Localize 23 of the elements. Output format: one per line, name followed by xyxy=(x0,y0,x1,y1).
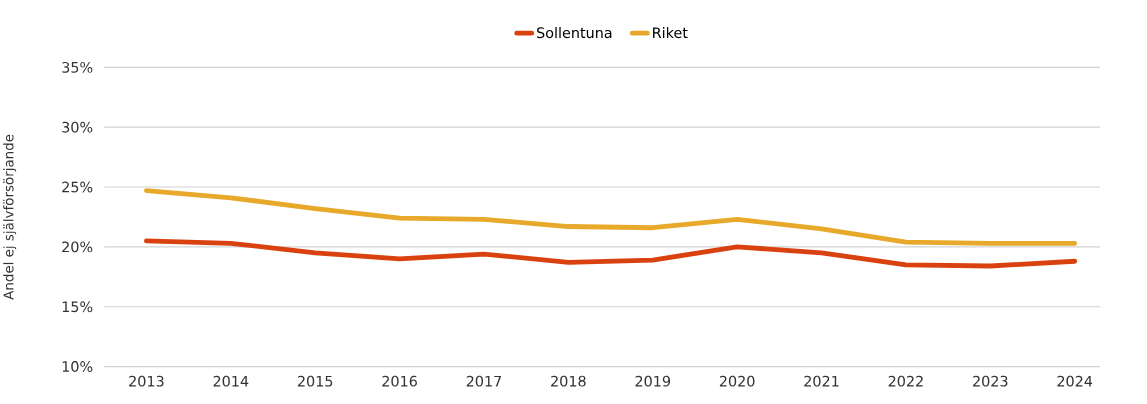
line-series xyxy=(144,238,1078,269)
y-tick-label: 10% xyxy=(62,361,93,372)
x-tick-label: 2020 xyxy=(719,375,755,387)
x-tick-label: 2016 xyxy=(382,375,417,387)
x-tick-label: 2013 xyxy=(129,375,164,387)
y-tick-label: 35% xyxy=(62,61,93,73)
x-tick-label: 2017 xyxy=(466,375,502,387)
x-tick-label: 2014 xyxy=(213,375,249,387)
x-tick-label: 2019 xyxy=(635,375,671,387)
legend-label: Sollentuna xyxy=(537,27,612,39)
x-tick-label: 2024 xyxy=(1057,375,1093,387)
x-tick-label: 2023 xyxy=(973,375,1008,387)
legend-label: Riket xyxy=(653,27,688,39)
line-series xyxy=(144,188,1078,246)
x-tick-label: 2018 xyxy=(551,375,586,387)
y-tick-label: 15% xyxy=(62,301,93,313)
y-axis-title: Andel ej självförsörjande xyxy=(3,134,17,300)
y-tick-label: 25% xyxy=(62,181,93,193)
x-tick-label: 2022 xyxy=(888,375,923,387)
y-tick-label: 30% xyxy=(62,121,93,133)
y-tick-label: 20% xyxy=(62,241,93,253)
x-tick-label: 2021 xyxy=(804,375,839,387)
x-tick-label: 2015 xyxy=(297,375,333,387)
